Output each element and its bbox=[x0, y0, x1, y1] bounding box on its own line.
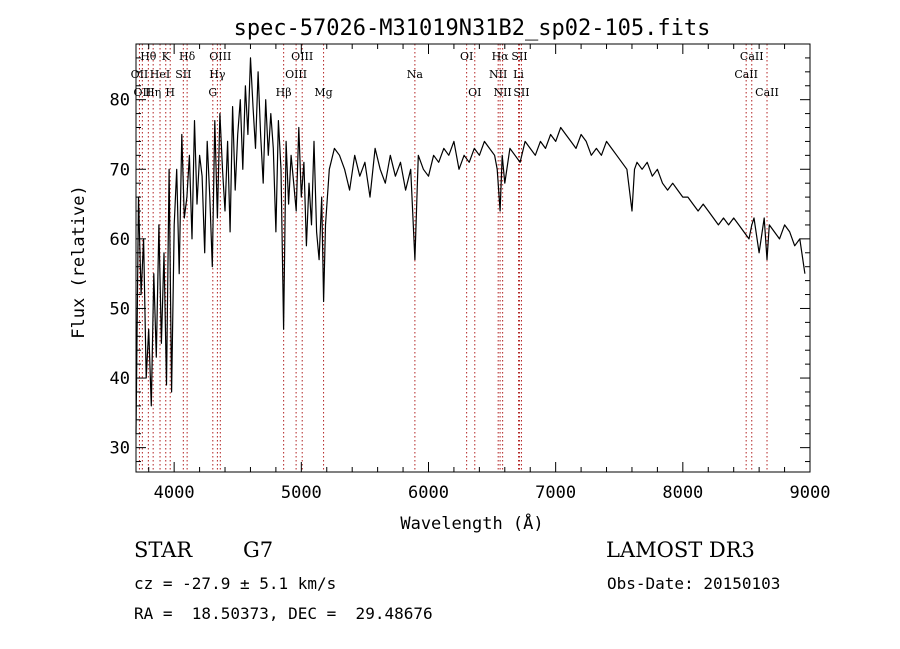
object-subclass: G7 bbox=[243, 538, 274, 562]
line-label-3: Hη bbox=[145, 86, 161, 99]
redshift-readout: cz = -27.9 ± 5.1 km/s bbox=[134, 574, 337, 593]
chart-title: spec-57026-M31019N31B2_sp02-105.fits bbox=[234, 16, 711, 41]
line-label-9: G bbox=[208, 86, 217, 99]
line-label-19: NII bbox=[489, 68, 507, 81]
line-label-7: SII bbox=[175, 68, 191, 81]
y-tick-label-60: 60 bbox=[110, 230, 130, 250]
plot-frame bbox=[135, 43, 811, 473]
line-label-4: HeI bbox=[150, 68, 170, 81]
line-label-17: OI bbox=[460, 50, 473, 63]
line-label-27: CaII bbox=[755, 86, 779, 99]
line-label-16: Na bbox=[407, 68, 424, 81]
y-tick-label-30: 30 bbox=[110, 439, 130, 459]
survey-name: LAMOST DR3 bbox=[606, 538, 755, 562]
line-label-12: Hβ bbox=[276, 86, 292, 99]
x-tick-label-7000: 7000 bbox=[535, 483, 576, 503]
line-label-8: Hδ bbox=[179, 50, 196, 63]
line-label-1: OII bbox=[133, 86, 151, 99]
y-axis-label: Flux (relative) bbox=[69, 185, 89, 339]
y-tick-label-40: 40 bbox=[110, 369, 130, 389]
line-label-26: CaII bbox=[740, 50, 764, 63]
spectrum-line bbox=[135, 57, 806, 434]
line-label-13: OIII bbox=[285, 68, 307, 81]
y-tick-label-70: 70 bbox=[110, 160, 130, 180]
line-label-21: NII bbox=[493, 86, 511, 99]
observation-date: Obs-Date: 20150103 bbox=[607, 574, 781, 593]
x-tick-label-4000: 4000 bbox=[154, 483, 195, 503]
y-tick-label-50: 50 bbox=[110, 299, 130, 319]
line-label-14: OIII bbox=[291, 50, 313, 63]
object-class: STAR bbox=[134, 538, 193, 562]
x-tick-label-5000: 5000 bbox=[281, 483, 322, 503]
line-label-25: CaII bbox=[734, 68, 758, 81]
line-label-11: OIII bbox=[209, 50, 231, 63]
line-label-10: Hγ bbox=[209, 68, 226, 81]
line-label-23: SII bbox=[511, 50, 527, 63]
line-label-6: H bbox=[165, 86, 175, 99]
line-label-15: Mg bbox=[314, 86, 332, 99]
line-label-24: SII bbox=[513, 86, 529, 99]
y-tick-label-80: 80 bbox=[110, 91, 130, 111]
line-label-22: Li bbox=[513, 68, 524, 81]
plot-area: OIIOIIHθHηHeIKHSIIHδGHγOIIIHβOIIIOIIIMgN… bbox=[110, 43, 831, 503]
line-label-0: OII bbox=[131, 68, 149, 81]
line-label-2: Hθ bbox=[140, 50, 157, 63]
line-label-20: Hα bbox=[492, 50, 510, 63]
x-tick-label-8000: 8000 bbox=[662, 483, 703, 503]
coordinates-readout: RA = 18.50373, DEC = 29.48676 bbox=[134, 604, 433, 623]
x-axis-label: Wavelength (Å) bbox=[400, 512, 543, 534]
x-tick-label-9000: 9000 bbox=[790, 483, 831, 503]
line-label-5: K bbox=[162, 50, 171, 63]
x-tick-label-6000: 6000 bbox=[408, 483, 449, 503]
line-label-18: OI bbox=[468, 86, 481, 99]
